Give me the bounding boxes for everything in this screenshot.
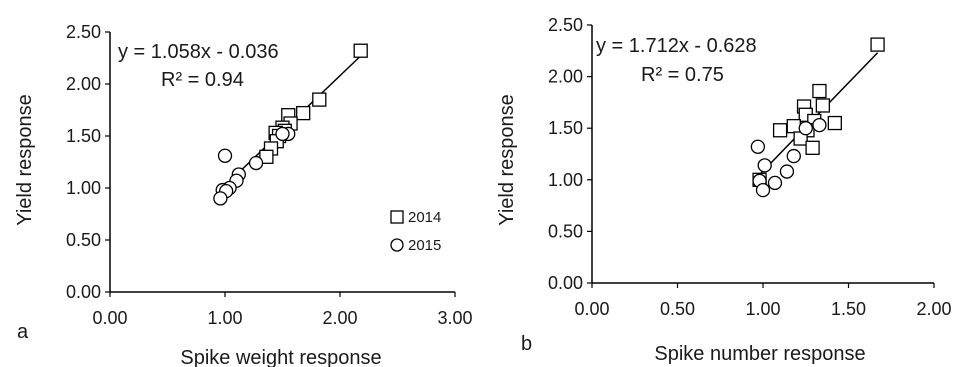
legend-label-2014: 2014	[408, 209, 441, 226]
panel-b-point-2015	[750, 139, 766, 154]
legend-square-marker	[390, 210, 404, 224]
panel-a-x-axis-title: Spike weight response	[180, 347, 381, 367]
panel-a-y-tick-label: 0.00	[66, 282, 101, 302]
panel-b-x-tick-label: 0.00	[574, 299, 609, 319]
panel-b-y-tick-label: 0.50	[548, 221, 583, 241]
panel-b-x-axis-title: Spike number response	[654, 343, 865, 365]
panel-b-x-tick-labels: 0.00 0.50 1.00 1.50 2.00	[574, 283, 952, 319]
panel-a: 0.00 0.50 1.00 1.50 2.00 2.50 0.00 1.00 2.00 3.0…	[14, 22, 473, 367]
panel-a-y-tick-label: 0.50	[66, 230, 101, 250]
panel-b-point-2015	[779, 164, 795, 179]
panel-a-y-tick-label: 2.00	[66, 74, 101, 94]
panel-a-data-points	[213, 43, 368, 206]
panel-a-r-squared: R² = 0.94	[161, 69, 244, 91]
panel-a-x-tick-label: 3.00	[437, 308, 472, 328]
panel-b-point-2015	[812, 117, 827, 133]
panel-b-point-2015	[767, 175, 783, 191]
panel-b-y-tick-label: 1.00	[548, 170, 583, 190]
panel-a-point-2015	[217, 148, 233, 163]
panel-a-y-tick-label: 2.50	[66, 22, 101, 42]
panel-b-x-tick-label: 1.00	[745, 299, 780, 319]
panel-b-point-2014	[815, 98, 830, 113]
panel-b-r-squared: R² = 0.75	[641, 64, 724, 86]
panel-a-x-tick-labels: 0.00 1.00 2.00 3.00	[92, 292, 473, 328]
panel-b-y-axis-title: Yield response	[496, 94, 518, 226]
panel-a-x-tick-label: 2.00	[322, 308, 357, 328]
panel-a-y-tick-labels: 0.00 0.50 1.00 1.50 2.00 2.50	[66, 22, 110, 302]
panel-a-point-2015	[248, 155, 264, 171]
panel-b-point-2015	[757, 158, 772, 173]
panel-b-label: b	[521, 333, 532, 355]
panel-b-point-2014	[812, 83, 827, 99]
panel-a-x-tick-label: 1.00	[207, 308, 242, 328]
panel-b-y-tick-label: 2.00	[548, 67, 583, 87]
panel-a-point-2014	[312, 92, 327, 107]
panel-a-legend: 2014 2015	[390, 209, 441, 254]
panel-b-y-tick-labels: 0.00 0.50 1.00 1.50 2.00 2.50	[548, 15, 592, 293]
legend-circle-marker	[390, 238, 404, 252]
panel-b-point-2014	[827, 115, 842, 131]
panel-a-point-2015	[213, 191, 228, 206]
panel-a-y-tick-label: 1.00	[66, 178, 101, 198]
panel-a-equation: y = 1.058x - 0.036	[118, 41, 279, 63]
panel-a-y-tick-label: 1.50	[66, 126, 101, 146]
panel-b-y-tick-label: 0.00	[548, 273, 583, 293]
panel-b-x-tick-label: 1.50	[831, 299, 866, 319]
panel-b-point-2015	[798, 121, 813, 136]
panel-b-point-2014	[805, 140, 820, 155]
panel-b-y-tick-label: 1.50	[548, 118, 583, 138]
panel-b: 0.00 0.50 1.00 1.50 2.00 2.50 0.00 0.50 1.00 1.5…	[496, 15, 952, 365]
panel-b-point-2014	[870, 37, 885, 52]
panel-b-x-tick-label: 0.50	[660, 299, 695, 319]
panel-a-point-2015	[275, 126, 290, 142]
panel-b-point-2014	[772, 123, 788, 138]
panel-a-y-axis-title: Yield response	[14, 94, 36, 226]
panel-b-y-tick-label: 2.50	[548, 15, 583, 35]
panel-a-point-2014	[296, 105, 311, 121]
panel-b-x-tick-label: 2.00	[916, 299, 951, 319]
panel-a-label: a	[17, 321, 29, 343]
panel-b-data-points	[750, 37, 885, 198]
panel-b-equation: y = 1.712x - 0.628	[596, 35, 757, 57]
panel-a-point-2014	[259, 149, 274, 164]
panel-a-x-tick-label: 0.00	[92, 308, 127, 328]
panel-b-point-2015	[786, 148, 801, 164]
legend-label-2015: 2015	[408, 237, 441, 254]
panel-b-point-2015	[755, 182, 771, 198]
panel-a-point-2014	[353, 43, 368, 58]
panel-b-point-2014	[786, 118, 801, 134]
